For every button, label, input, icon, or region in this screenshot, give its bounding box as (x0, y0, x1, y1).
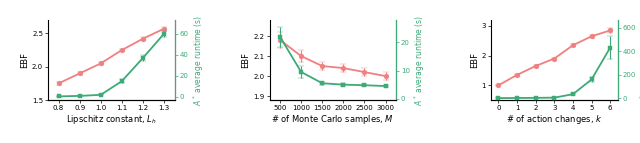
Y-axis label: $A^*$ average runtime (s): $A^*$ average runtime (s) (413, 14, 427, 106)
Y-axis label: $A^*$ average runtime (s): $A^*$ average runtime (s) (191, 14, 205, 106)
Y-axis label: EBF: EBF (470, 52, 479, 68)
X-axis label: # of action changes, $k$: # of action changes, $k$ (506, 113, 602, 126)
Y-axis label: $A^*$ average runtime (s): $A^*$ average runtime (s) (639, 14, 640, 106)
X-axis label: Lipschitz constant, $L_h$: Lipschitz constant, $L_h$ (66, 113, 157, 126)
Y-axis label: EBF: EBF (20, 52, 29, 68)
Y-axis label: EBF: EBF (242, 52, 251, 68)
X-axis label: # of Monte Carlo samples, $M$: # of Monte Carlo samples, $M$ (271, 113, 394, 126)
